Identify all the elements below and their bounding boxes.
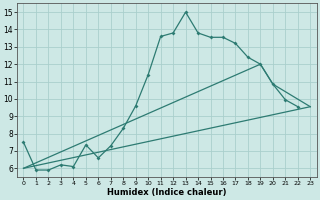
- X-axis label: Humidex (Indice chaleur): Humidex (Indice chaleur): [107, 188, 227, 197]
